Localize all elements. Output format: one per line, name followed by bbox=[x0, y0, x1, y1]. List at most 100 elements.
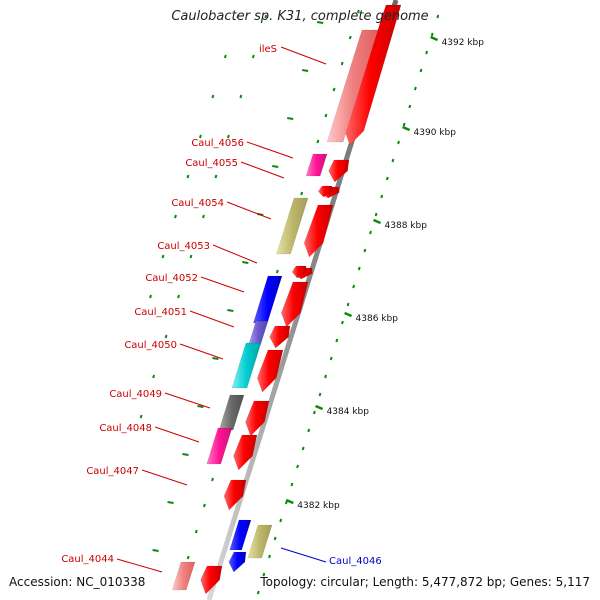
grid-dot bbox=[194, 529, 198, 534]
grid-dot bbox=[356, 9, 360, 14]
cds-arrow[interactable] bbox=[303, 204, 334, 258]
gene-label-Caul_4052[interactable]: Caul_4052 bbox=[145, 273, 198, 284]
gene-label-Caul_4054[interactable]: Caul_4054 bbox=[171, 198, 224, 209]
grid-dot bbox=[279, 518, 283, 523]
gene-label-ileS[interactable]: ileS bbox=[259, 44, 277, 55]
grid-dot bbox=[139, 414, 143, 419]
grid-dot bbox=[164, 334, 168, 339]
grid-dot bbox=[425, 50, 429, 55]
label-leader-line bbox=[280, 46, 327, 65]
gene-bar-Caul_4045[interactable] bbox=[247, 524, 273, 559]
grid-dot bbox=[436, 14, 440, 19]
grid-dot bbox=[239, 94, 243, 99]
gene-label-Caul_4056[interactable]: Caul_4056 bbox=[191, 138, 244, 149]
grid-dot bbox=[256, 590, 260, 595]
accession-text: Accession: NC_010338 bbox=[9, 575, 146, 589]
grid-dot bbox=[149, 294, 152, 299]
cds-arrow-forward[interactable] bbox=[228, 551, 247, 573]
cds-arrow[interactable] bbox=[328, 159, 350, 183]
label-leader-line bbox=[212, 244, 258, 264]
grid-dot bbox=[264, 14, 268, 19]
grid-dot bbox=[268, 554, 271, 559]
grid-dot bbox=[335, 338, 339, 343]
label-leader-line bbox=[189, 310, 235, 328]
cds-arrow-small[interactable] bbox=[291, 265, 307, 279]
grid-dot bbox=[214, 174, 218, 179]
gene-bar-ileS[interactable] bbox=[326, 29, 379, 143]
grid-dot bbox=[374, 212, 378, 217]
gene-features bbox=[171, 4, 402, 595]
grid-dot bbox=[198, 134, 202, 139]
kbp-tick-label: 4392 kbp bbox=[442, 38, 485, 48]
grid-dash bbox=[212, 357, 219, 360]
gene-bar-Caul_4044[interactable] bbox=[171, 561, 196, 591]
gene-label-Caul_4053[interactable]: Caul_4053 bbox=[157, 241, 210, 252]
grid-dot bbox=[236, 14, 240, 19]
grid-dash bbox=[316, 21, 324, 24]
gene-labels: ileS Caul_4056 Caul_4055 Caul_4054 Caul_4053… bbox=[61, 44, 382, 573]
kbp-scale: 4392 kbp 4390 kbp 4388 kbp 4386 kbp 4384 kbp… bbox=[285, 35, 485, 511]
cds-arrow[interactable] bbox=[200, 565, 223, 595]
gene-bar-Caul_4050[interactable] bbox=[231, 342, 262, 389]
grid-dot bbox=[402, 122, 406, 127]
gene-bar-Caul_4054[interactable] bbox=[276, 197, 309, 255]
grid-dot bbox=[161, 254, 165, 259]
gene-label-Caul_4049[interactable]: Caul_4049 bbox=[109, 389, 162, 400]
label-leader-line bbox=[240, 161, 285, 179]
gene-bar-Caul_4046[interactable] bbox=[229, 519, 252, 551]
cds-arrow[interactable] bbox=[233, 434, 258, 471]
gene-label-Caul_4046[interactable]: Caul_4046 bbox=[329, 556, 382, 567]
gene-bar-Caul_4056[interactable] bbox=[305, 153, 328, 177]
gene-bar-Caul_4048[interactable] bbox=[206, 427, 233, 465]
grid-dash bbox=[272, 165, 279, 168]
gene-label-Caul_4051[interactable]: Caul_4051 bbox=[134, 307, 187, 318]
kbp-tick-mark bbox=[344, 311, 353, 318]
gene-bar-Caul_4052[interactable] bbox=[253, 275, 283, 324]
grid-dash bbox=[302, 69, 309, 72]
kbp-tick-label: 4382 kbp bbox=[297, 501, 340, 511]
label-leader-line bbox=[154, 426, 200, 443]
cds-arrow-small[interactable] bbox=[317, 185, 333, 198]
grid-dot bbox=[391, 158, 395, 163]
label-leader-line bbox=[164, 392, 211, 409]
kbp-tick-mark bbox=[285, 498, 294, 505]
gene-label-Caul_4047[interactable]: Caul_4047 bbox=[86, 466, 139, 477]
kbp-tick-label: 4390 kbp bbox=[414, 128, 457, 138]
label-leader-line bbox=[226, 201, 272, 220]
grid-dot bbox=[290, 482, 294, 487]
grid-dot bbox=[211, 94, 215, 99]
cds-arrow[interactable] bbox=[281, 281, 309, 328]
gene-bar-Caul_4051[interactable] bbox=[248, 320, 269, 346]
gene-label-Caul_4050[interactable]: Caul_4050 bbox=[124, 340, 177, 351]
grid-dash bbox=[197, 405, 204, 408]
grid-dot bbox=[251, 54, 255, 59]
label-leader-line bbox=[116, 558, 163, 573]
grid-dot bbox=[318, 392, 322, 397]
gene-bar-Caul_4049[interactable] bbox=[218, 394, 245, 431]
grid-dot bbox=[300, 191, 304, 196]
kbp-tick-mark bbox=[402, 125, 411, 132]
cds-arrow[interactable] bbox=[245, 400, 270, 437]
label-leader-line bbox=[200, 276, 245, 293]
cds-arrow[interactable] bbox=[223, 479, 247, 511]
genome-summary-text: Topology: circular; Length: 5,477,872 bp… bbox=[260, 575, 590, 589]
cds-arrow[interactable] bbox=[269, 325, 291, 349]
grid-dot bbox=[189, 254, 193, 259]
label-leader-line bbox=[280, 547, 327, 563]
grid-dot bbox=[380, 194, 384, 199]
dotted-guides bbox=[139, 9, 440, 595]
grid-dot bbox=[174, 214, 177, 219]
grid-dot bbox=[301, 446, 305, 451]
gene-label-Caul_4048[interactable]: Caul_4048 bbox=[99, 423, 152, 434]
label-leader-line bbox=[246, 141, 294, 159]
kbp-tick-label: 4386 kbp bbox=[356, 314, 399, 324]
grid-dot bbox=[329, 356, 333, 361]
cds-arrow[interactable] bbox=[257, 349, 284, 393]
grid-dot bbox=[223, 54, 227, 59]
gene-label-Caul_4044[interactable]: Caul_4044 bbox=[61, 554, 114, 565]
kbp-tick-mark bbox=[373, 218, 382, 225]
gene-label-Caul_4055[interactable]: Caul_4055 bbox=[185, 158, 238, 169]
grid-dot bbox=[312, 410, 316, 415]
grid-dot bbox=[202, 503, 206, 508]
